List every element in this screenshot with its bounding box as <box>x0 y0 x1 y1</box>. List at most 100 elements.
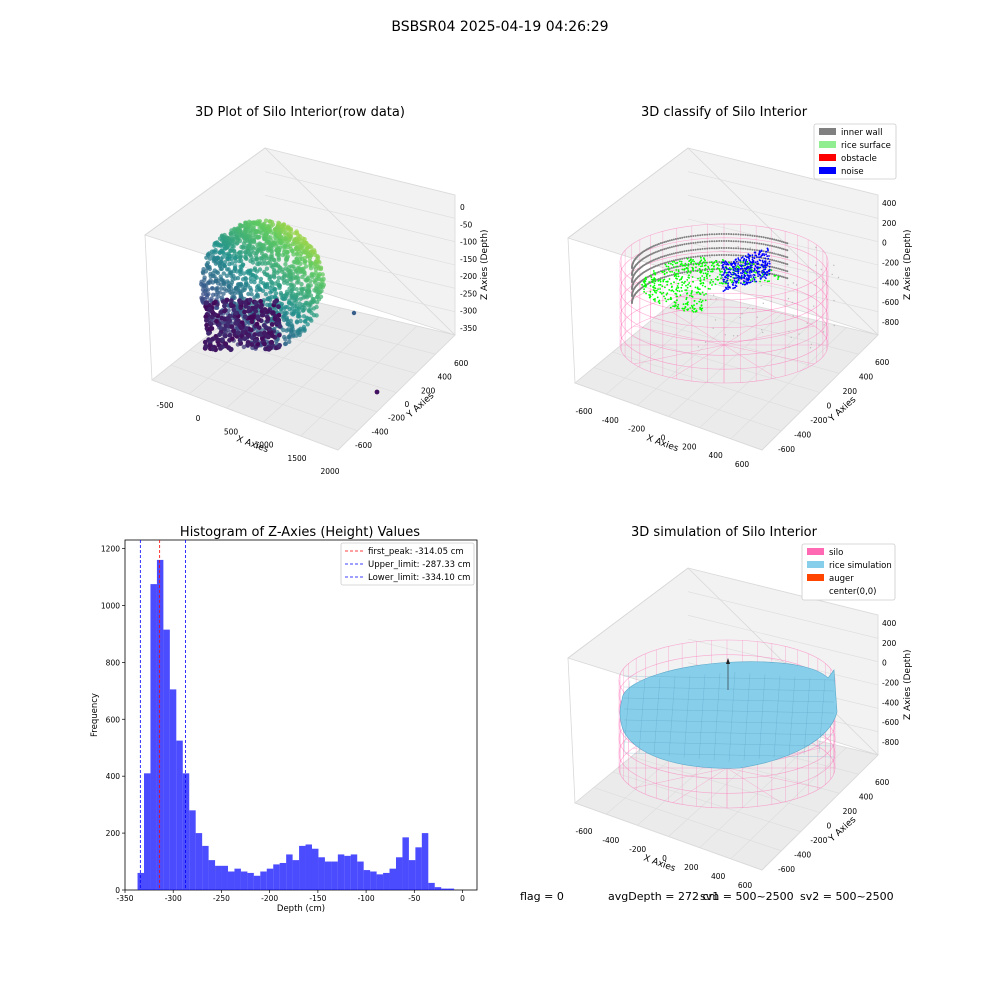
raw-point <box>253 308 259 314</box>
inner-wall-point <box>659 242 662 245</box>
scatter-point <box>795 284 798 286</box>
rice-surface-point <box>713 265 715 268</box>
histogram-bar <box>273 864 280 890</box>
simulation-x-tick: -200 <box>629 845 646 854</box>
raw-point <box>219 277 224 282</box>
rice-surface-point <box>680 286 683 289</box>
rice-surface-point <box>720 282 723 284</box>
rice-surface-point <box>686 286 689 289</box>
inner-wall-point <box>685 249 688 252</box>
raw-point <box>276 255 281 261</box>
noise-point <box>727 284 729 286</box>
inner-wall-point <box>681 243 684 246</box>
simulation-ticks: -600-400-2000200400600-600-400-200020040… <box>575 619 899 890</box>
raw-point <box>290 306 295 311</box>
inner-wall-point <box>742 233 745 236</box>
noise-point <box>742 271 745 274</box>
inner-wall-point <box>780 254 783 257</box>
inner-wall-point <box>668 246 671 249</box>
rice-surface-point <box>683 309 685 312</box>
noise-point <box>749 267 751 270</box>
noise-point <box>732 273 735 276</box>
raw-point <box>231 249 237 254</box>
noise-point <box>758 270 761 273</box>
rice-surface-point <box>701 284 704 287</box>
noise-point <box>727 277 729 280</box>
noise-point <box>763 265 766 267</box>
raw-point <box>269 280 275 285</box>
panel-raw-title: 3D Plot of Silo Interior(row data) <box>195 105 405 120</box>
scatter-point <box>752 308 754 310</box>
rice-surface-point <box>660 270 663 273</box>
rice-surface-point <box>683 268 685 271</box>
inner-wall-point <box>718 261 721 263</box>
raw-point <box>264 266 270 271</box>
noise-point <box>727 286 729 288</box>
scatter-point <box>766 266 768 268</box>
rice-surface-point <box>699 271 701 273</box>
inner-wall-point <box>777 239 780 242</box>
histogram-bar <box>350 854 358 890</box>
inner-wall-point <box>732 254 735 257</box>
noise-point <box>742 260 745 262</box>
scatter-point <box>724 334 726 336</box>
noise-point <box>737 270 740 273</box>
scatter-point <box>775 253 778 255</box>
inner-wall-point <box>653 244 655 247</box>
rice-surface-point <box>751 278 754 280</box>
raw-point <box>240 329 246 335</box>
raw-point <box>246 271 251 276</box>
rice-surface-point <box>663 272 666 275</box>
noise-point <box>733 261 735 263</box>
center-marker <box>726 658 730 664</box>
rice-surface-point <box>691 296 694 298</box>
noise-point <box>732 281 735 284</box>
raw-outlier-point <box>374 389 380 395</box>
rice-surface-point <box>697 288 700 290</box>
noise-point <box>748 265 750 268</box>
rice-surface-point <box>710 264 713 267</box>
rice-surface-point <box>653 277 656 279</box>
scatter-point <box>787 298 790 300</box>
rice-surface-point <box>687 301 689 303</box>
legend-rice-simulation-swatch <box>807 561 824 568</box>
scatter-point <box>773 253 775 255</box>
rice-surface-point <box>664 263 667 266</box>
noise-point <box>754 251 756 254</box>
histogram-legend: first_peak: -314.05 cm Upper_limit: -287.… <box>340 542 475 586</box>
rice-surface-point <box>698 263 700 266</box>
raw-points <box>199 218 380 395</box>
raw-point <box>255 222 260 227</box>
inner-wall-point <box>657 243 660 245</box>
raw-point <box>308 261 313 267</box>
noise-point <box>749 272 751 274</box>
inner-wall-point <box>668 274 671 277</box>
raw-outlier-point <box>351 310 357 316</box>
raw-point <box>221 271 226 276</box>
rice-surface-point <box>700 256 702 259</box>
rice-surface-point <box>755 271 757 274</box>
rice-surface-point <box>669 270 671 273</box>
histogram-bar <box>357 861 364 890</box>
rice-surface-point <box>652 289 655 291</box>
rice-surface-point <box>693 304 695 307</box>
rice-surface-point <box>699 308 701 310</box>
raw-point <box>254 304 259 310</box>
raw-y-tick: -600 <box>355 441 372 450</box>
histogram-y-tick: 200 <box>106 829 121 838</box>
inner-wall-point <box>694 241 697 244</box>
noise-point <box>747 262 750 265</box>
raw-point <box>281 227 286 232</box>
inner-wall-point <box>746 248 749 251</box>
inner-wall-point <box>706 254 709 257</box>
rice-surface-point <box>686 292 688 295</box>
noise-point <box>732 271 735 274</box>
rice-surface-point <box>652 298 655 301</box>
raw-point <box>234 286 239 291</box>
noise-point <box>768 255 770 257</box>
raw-point <box>255 261 260 267</box>
rice-surface-point <box>699 277 702 279</box>
inner-wall-point <box>727 233 730 235</box>
rice-surface-point <box>689 258 692 261</box>
